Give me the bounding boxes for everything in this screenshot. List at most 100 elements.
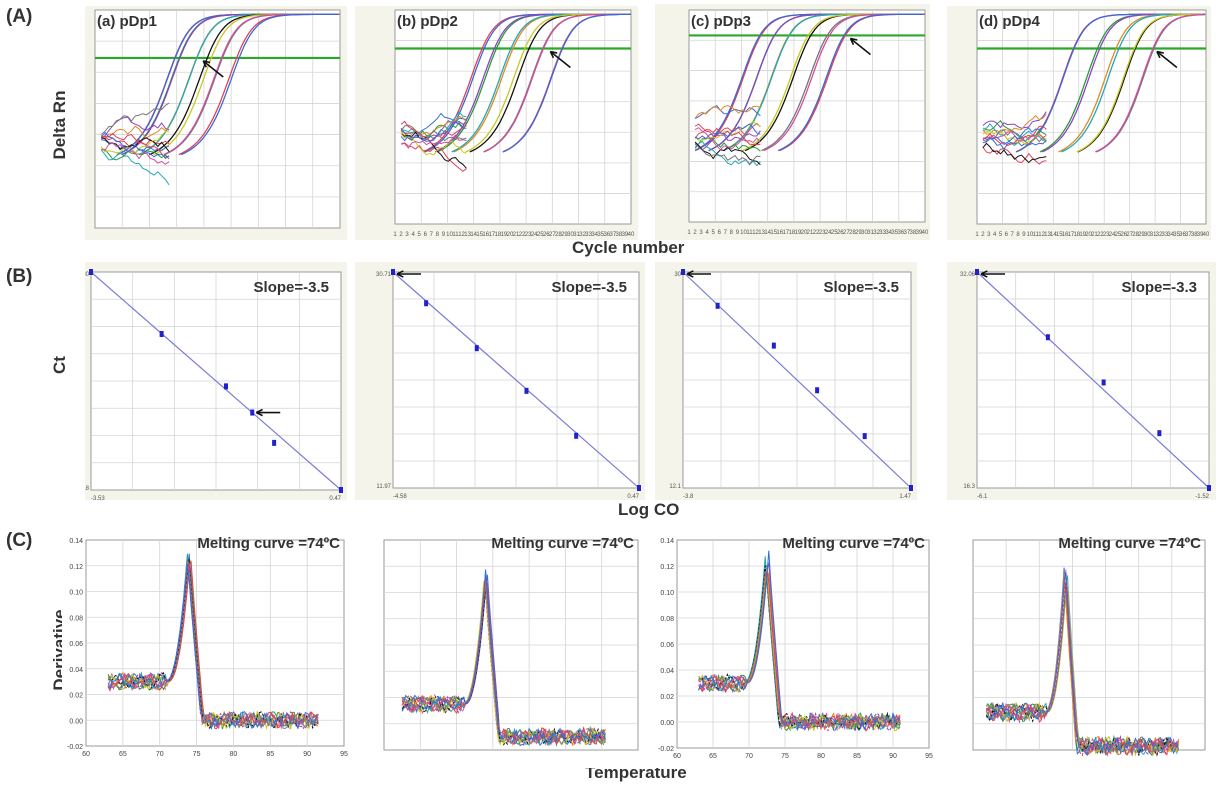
panel-title: Melting curve =74ºC <box>197 535 340 552</box>
regression-line <box>392 271 640 489</box>
standard-point <box>771 342 776 349</box>
x-tick-label: 24 <box>825 230 832 236</box>
x-tick-label: 37 <box>904 230 911 236</box>
x-tick-label: 16 <box>776 230 783 236</box>
x-tick-label: 11 <box>1033 232 1040 238</box>
y-axis-title-delta-rn: Delta Rn <box>50 90 69 160</box>
x-tick-label: 4 <box>993 232 997 238</box>
amplification-curve <box>1076 13 1204 153</box>
melting-curve-pdp1: 60 65 70 75 80 85 90 95 -0.02 0.00 0.02 0.04 0.06 0.0… <box>62 528 352 768</box>
x-tick-label: 31 <box>573 232 580 238</box>
x-tick-label: 80 <box>230 751 238 758</box>
y-tick-label: -0.02 <box>658 746 674 753</box>
standard-point <box>250 409 255 416</box>
x-tick-label: 22 <box>813 230 820 236</box>
arrow-marker <box>255 408 281 417</box>
x-tick-label: 4 <box>411 232 415 238</box>
x-tick-label: 19 <box>795 230 802 236</box>
x-tick-label: 26 <box>1120 232 1127 238</box>
x-tick-label: 31 <box>867 230 874 236</box>
x-tick-label: 10 <box>740 230 747 236</box>
amplification-plot-pdp4: 1 2 3 4 5 6 7 8 9 10 11 12 13 14 15 16 17 18 19 20 21 22 23 24 2… <box>947 6 1211 240</box>
baseline-noise-curve <box>982 137 1047 150</box>
x-tick-label: 60 <box>82 751 90 758</box>
y-tick-label: 0.00 <box>660 720 674 727</box>
y-tick-label: 16.3 <box>963 484 975 490</box>
x-tick-label: 19 <box>1079 232 1086 238</box>
amplification-plot-pdp2: 1 2 3 4 5 6 7 8 9 10 11 12 13 14 15 16 17 18 19 20 21 22 23 24 2… <box>355 6 638 240</box>
y-tick-label: 14.18 <box>85 486 90 492</box>
x-tick-label: 14 <box>764 230 771 236</box>
y-tick-label: -0.02 <box>67 744 83 751</box>
baseline-noise-curve <box>694 127 761 146</box>
baseline-noise-curve <box>100 102 170 135</box>
x-tick-label: 17 <box>1068 232 1075 238</box>
x-tick-label: 4 <box>705 230 709 236</box>
x-tick-label: -6.1 <box>977 494 988 500</box>
baseline-noise-curve <box>400 120 467 144</box>
standard-point <box>224 383 228 390</box>
arrow-marker <box>980 270 1005 278</box>
standard-point <box>339 487 343 493</box>
amplification-curve <box>180 13 339 156</box>
x-tick-label: 20 <box>1085 232 1092 238</box>
arrow-marker <box>1156 50 1178 69</box>
x-tick-label: 90 <box>303 751 311 758</box>
standard-point <box>474 345 479 352</box>
melting-curve <box>401 577 606 745</box>
standard-point <box>272 439 277 446</box>
arrow-marker <box>202 60 224 78</box>
amplification-plot-pdp1: (a) pDp1 <box>85 6 347 240</box>
baseline-noise-curve <box>100 130 170 154</box>
standard-point <box>715 302 720 309</box>
x-tick-label: -3.8 <box>683 494 694 500</box>
y-tick-label: 30 <box>85 272 90 278</box>
x-tick-label: 20 <box>801 230 808 236</box>
x-tick-label: 27 <box>1126 232 1133 238</box>
x-tick-label: 19 <box>501 232 508 238</box>
x-tick-label: -3.53 <box>91 496 105 500</box>
arrow-marker <box>849 37 871 56</box>
melting-curve <box>401 577 606 746</box>
x-tick-label: 15 <box>1056 232 1063 238</box>
x-tick-label: 75 <box>193 751 201 758</box>
x-axis-title-cycle-number: Cycle number <box>572 238 685 257</box>
x-tick-label: 5 <box>418 232 422 238</box>
x-tick-label: 10 <box>446 232 453 238</box>
regression-line <box>90 271 342 491</box>
baseline-noise-curve <box>100 149 170 186</box>
x-axis-title-log-co: Log CO <box>618 500 680 519</box>
x-tick-label: 28 <box>555 232 562 238</box>
standard-point <box>637 485 641 491</box>
x-tick-label: 29 <box>561 232 568 238</box>
x-tick-label: 30 <box>861 230 868 236</box>
y-tick-label: 0.10 <box>660 590 674 597</box>
melting-curve <box>401 569 606 746</box>
x-tick-label: 21 <box>1091 232 1098 238</box>
melting-curve-pdp4: Melting curve =74ºC <box>947 528 1211 768</box>
panel-title: (d) pDp4 <box>979 13 1040 30</box>
melting-curve <box>698 572 901 732</box>
x-tick-label: 1 <box>393 232 397 238</box>
x-tick-label: 15 <box>770 230 777 236</box>
x-tick-label: 35 <box>597 232 604 238</box>
y-tick-label: 0.02 <box>69 693 83 700</box>
baseline-noise-curve <box>694 123 761 140</box>
x-tick-label: 9 <box>442 232 446 238</box>
x-tick-label: 27 <box>549 232 556 238</box>
x-tick-label: 29 <box>1138 232 1145 238</box>
x-tick-label: 39 <box>916 230 923 236</box>
y-tick-label: 0.04 <box>660 668 674 675</box>
baseline-noise-curve <box>982 123 1047 147</box>
amplification-plot-pdp3: 1 2 3 4 5 6 7 8 9 10 11 12 13 14 15 16 17 18 19 20 21 22 23 24 2… <box>655 4 930 240</box>
y-tick-label: 12.1 <box>669 484 681 490</box>
x-tick-label: 35 <box>891 230 898 236</box>
y-tick-label: 32.06 <box>960 272 976 278</box>
x-tick-label: 10 <box>1027 232 1034 238</box>
x-tick-label: -4.58 <box>393 494 407 500</box>
baseline-noise-curve <box>400 121 467 142</box>
baseline-noise-curve <box>694 104 761 120</box>
standard-point <box>862 433 867 440</box>
panel-title: (a) pDp1 <box>97 13 157 30</box>
melting-curve <box>107 557 319 730</box>
